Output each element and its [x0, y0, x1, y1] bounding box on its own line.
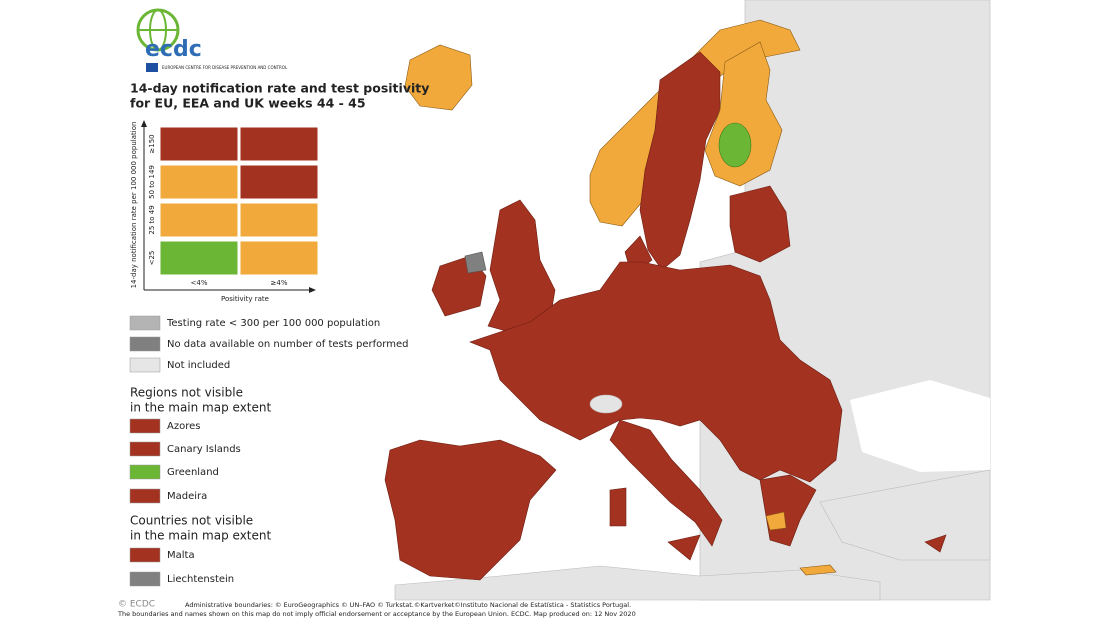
matrix-cell: [159, 126, 239, 162]
section-heading: Regions not visible: [130, 386, 243, 400]
y-axis-label: 14-day notification rate per 100 000 pop…: [130, 122, 138, 289]
section-heading: Countries not visible: [130, 514, 253, 528]
legend-label: Azores: [167, 421, 200, 432]
matrix-cell: [159, 164, 239, 200]
watermark: © ECDC: [118, 600, 155, 610]
section-heading: in the main map extent: [130, 529, 272, 543]
greece-region: [765, 511, 787, 531]
legend-swatch: [129, 547, 161, 563]
black-sea: [850, 380, 990, 472]
eu-flag: [146, 63, 158, 72]
column-label: ≥4%: [271, 279, 288, 287]
legend-swatch: [129, 488, 161, 504]
cyprus: [924, 534, 947, 553]
matrix-cell: [159, 202, 239, 238]
matrix-cell: [239, 240, 319, 276]
turkey: [819, 469, 991, 561]
row-label: ≥150: [148, 134, 156, 153]
north-africa: [394, 565, 881, 601]
row-label: 50 to 149: [148, 165, 156, 199]
switzerland: [589, 394, 623, 414]
logo-subtitle: EUROPEAN CENTRE FOR DISEASE PREVENTION A…: [162, 65, 288, 70]
column-label: <4%: [191, 279, 208, 287]
matrix-cell: [159, 240, 239, 276]
legend-label: No data available on number of tests per…: [167, 339, 408, 350]
footer: The boundaries and names shown on this m…: [117, 610, 636, 618]
sweden: [639, 51, 721, 271]
arrow-head: [309, 287, 316, 293]
legend-swatch: [129, 336, 161, 352]
finland-region: [718, 122, 752, 168]
footer: Administrative boundaries: © EuroGeograp…: [185, 601, 631, 609]
matrix-cell: [239, 164, 319, 200]
sicily: [667, 534, 701, 561]
row-label: 25 to 49: [148, 205, 156, 234]
map: [384, 0, 991, 601]
legend-label: Liechtenstein: [167, 574, 234, 585]
northern-ireland: [464, 251, 487, 274]
title: for EU, EEA and UK weeks 44 - 45: [130, 96, 366, 111]
legend-swatch: [129, 357, 161, 373]
matrix: 14-day notification rate per 100 000 pop…: [130, 120, 319, 303]
row-label: <25: [148, 251, 156, 266]
logo: ecdc EUROPEAN CENTRE FOR DISEASE PREVENT…: [136, 8, 288, 72]
x-axis-label: Positivity rate: [221, 295, 269, 303]
arrow-head: [141, 120, 147, 127]
iceland: [404, 44, 473, 111]
legend-swatch: [129, 441, 161, 457]
legend-label: Madeira: [167, 491, 207, 502]
baltics: [729, 185, 791, 263]
legend-label: Malta: [167, 550, 195, 561]
matrix-cell: [239, 126, 319, 162]
section-heading: in the main map extent: [130, 401, 272, 415]
legend-label: Greenland: [167, 467, 219, 478]
legend-label: Canary Islands: [167, 444, 241, 455]
logo-name: ecdc: [145, 37, 202, 62]
title: 14-day notification rate and test positi…: [130, 81, 429, 96]
sardinia: [609, 487, 627, 527]
legend-label: Not included: [167, 360, 230, 371]
iberia: [384, 439, 557, 581]
legend-swatch: [129, 315, 161, 331]
legend-swatch: [129, 464, 161, 480]
legend: Testing rate < 300 per 100 000 populatio…: [129, 315, 408, 587]
legend-swatch: [129, 571, 161, 587]
matrix-cell: [239, 202, 319, 238]
legend-label: Testing rate < 300 per 100 000 populatio…: [166, 318, 380, 329]
italy: [609, 419, 723, 547]
legend-swatch: [129, 418, 161, 434]
crete: [799, 564, 837, 576]
continental-europe: [469, 261, 843, 483]
